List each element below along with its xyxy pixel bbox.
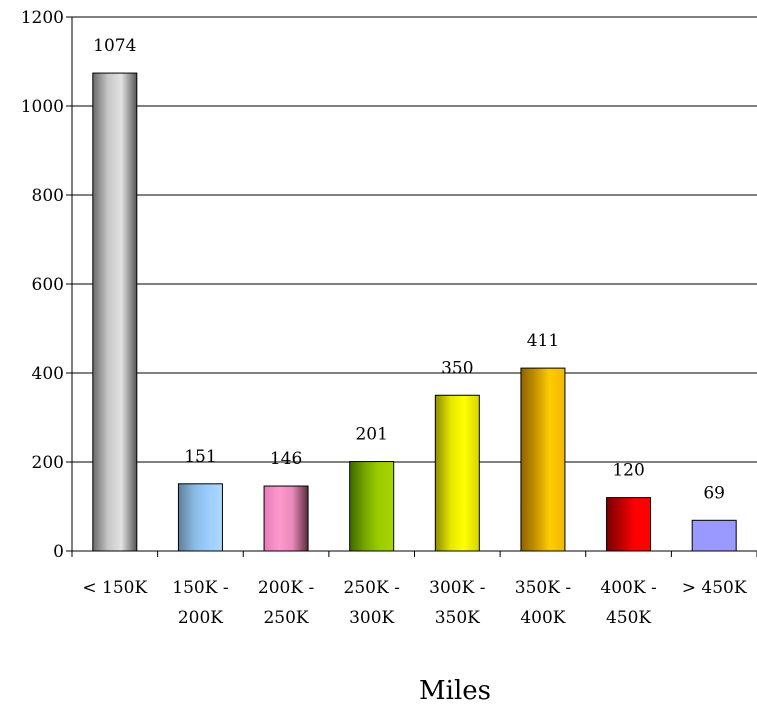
- bars: [92, 72, 737, 552]
- data-label: 146: [270, 449, 302, 469]
- category-label: 300K: [349, 608, 394, 628]
- data-label: 411: [527, 331, 559, 351]
- category-label: 150K -: [172, 578, 228, 598]
- category-label: 200K: [178, 608, 223, 628]
- y-tick-label: 0: [53, 542, 64, 562]
- bar: [606, 497, 652, 552]
- labels: 0 200 400 600 800 1000 1200 1074 < 150K 151 150K -…: [21, 8, 747, 628]
- category-label: 450K: [606, 608, 651, 628]
- category-label: 300K -: [429, 578, 485, 598]
- category-label: 250K -: [344, 578, 400, 598]
- data-label: 1074: [93, 36, 136, 56]
- data-label: 151: [184, 447, 216, 467]
- y-tick-label: 400: [32, 364, 64, 384]
- category-label: 400K: [520, 608, 565, 628]
- bar: [434, 394, 480, 552]
- y-tick-label: 1200: [21, 8, 64, 28]
- category-label: 350K -: [515, 578, 571, 598]
- y-tick-label: 800: [32, 186, 64, 206]
- category-label: 400K -: [600, 578, 656, 598]
- y-tick-label: 600: [32, 275, 64, 295]
- bar: [177, 483, 223, 552]
- y-tick-label: 200: [32, 453, 64, 473]
- bar: [349, 461, 395, 552]
- data-label: 201: [355, 425, 387, 445]
- category-label: 250K: [263, 608, 308, 628]
- gridlines: [72, 16, 757, 463]
- category-label: > 450K: [682, 578, 747, 598]
- bar: [691, 519, 737, 552]
- data-label: 350: [441, 358, 473, 378]
- data-label: 69: [703, 483, 725, 503]
- bar: [520, 367, 566, 552]
- category-label: 350K: [435, 608, 480, 628]
- bar: [263, 485, 309, 552]
- bar: [92, 72, 138, 552]
- x-axis-title: Miles: [419, 676, 491, 704]
- axes: [66, 16, 757, 557]
- data-label: 120: [612, 461, 644, 481]
- category-label: 200K -: [258, 578, 314, 598]
- y-tick-label: 1000: [21, 97, 64, 117]
- category-label: < 150K: [82, 578, 147, 598]
